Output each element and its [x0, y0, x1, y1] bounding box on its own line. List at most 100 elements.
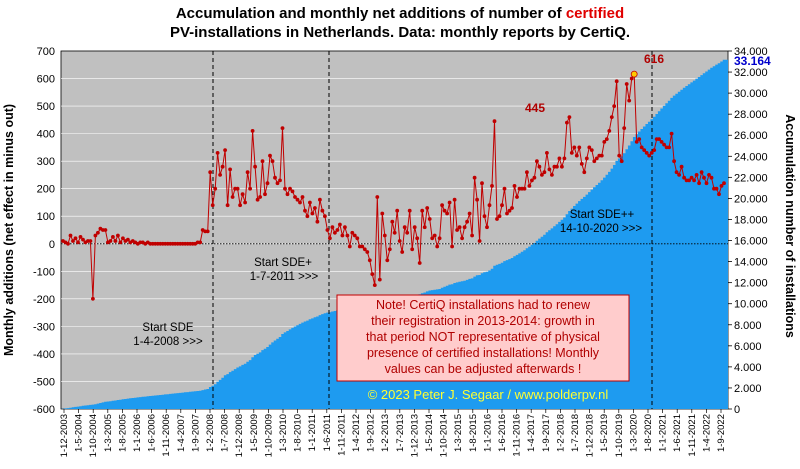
monthly-point	[604, 137, 609, 142]
monthly-point	[427, 217, 432, 221]
monthly-point	[268, 153, 272, 158]
monthly-point	[367, 258, 372, 263]
x-tick-label: 1-7-2008	[220, 414, 231, 452]
monthly-point	[672, 159, 676, 164]
monthly-point	[639, 145, 644, 150]
x-tick-label: 1-10-2014	[439, 414, 450, 457]
monthly-point	[492, 119, 497, 124]
monthly-point	[208, 170, 213, 175]
x-tick-label: 1-1-2011	[307, 414, 318, 451]
x-tick-label: 1-2-2013	[380, 414, 391, 452]
monthly-point	[687, 178, 691, 183]
monthly-point	[649, 151, 654, 155]
right-tick-label: 26.000	[734, 130, 768, 142]
right-tick-label: 14.000	[734, 257, 768, 269]
monthly-point	[537, 164, 542, 169]
monthly-point	[380, 211, 385, 216]
x-tick-label: 1-8-2010	[293, 414, 304, 452]
x-tick-label: 1-11-2011	[336, 414, 347, 456]
monthly-point	[303, 208, 307, 213]
monthly-point	[542, 170, 547, 175]
monthly-point	[121, 236, 125, 241]
monthly-points	[61, 70, 726, 301]
x-tick-label: 1-8-2005	[117, 414, 128, 452]
monthly-point	[218, 173, 223, 177]
x-tick-label: 1-1-2006	[132, 414, 143, 452]
monthly-point	[679, 164, 684, 169]
monthly-point	[540, 173, 544, 177]
monthly-point	[482, 214, 487, 219]
x-tick-label: 1-11-2016	[512, 414, 523, 457]
x-tick-label: 1-1-2016	[482, 414, 493, 452]
note-line-3: that period NOT representative of physic…	[366, 330, 600, 344]
monthly-point	[295, 197, 300, 202]
monthly-point	[300, 195, 305, 199]
monthly-point	[557, 156, 562, 161]
monthly-point	[215, 151, 220, 155]
right-tick-label: 20.000	[734, 193, 768, 205]
monthly-point	[447, 200, 452, 205]
monthly-point	[634, 140, 639, 144]
monthly-point	[293, 195, 297, 199]
monthly-point	[273, 175, 277, 180]
monthly-point	[325, 228, 330, 232]
right-tick-label: 22.000	[734, 172, 768, 184]
monthly-point	[198, 240, 203, 245]
monthly-point	[76, 240, 80, 245]
monthly-point	[719, 184, 724, 188]
monthly-point	[66, 241, 70, 246]
left-tick-label: -300	[33, 321, 55, 333]
data-label-616: 616	[644, 52, 664, 66]
right-axis-label: Accumulation number of installations	[783, 114, 797, 338]
monthly-point	[425, 206, 430, 210]
monthly-point	[328, 236, 332, 241]
monthly-point	[629, 76, 634, 81]
monthly-point	[440, 203, 444, 208]
monthly-point	[577, 145, 582, 150]
x-tick-label: 1-9-2022	[716, 414, 727, 452]
monthly-point	[315, 219, 320, 224]
monthly-point	[587, 145, 592, 150]
monthly-point	[572, 145, 577, 150]
monthly-point	[71, 239, 75, 243]
monthly-point	[510, 206, 514, 210]
monthly-point	[589, 148, 594, 153]
right-tick-label: 10.000	[734, 299, 768, 311]
monthly-point	[91, 296, 95, 301]
monthly-point	[460, 236, 464, 241]
monthly-point	[567, 115, 572, 119]
x-tick-label: 1-4-2012	[351, 414, 362, 452]
monthly-point	[652, 148, 657, 153]
monthly-point	[258, 195, 262, 199]
monthly-point	[622, 126, 627, 130]
monthly-point	[225, 203, 230, 208]
x-tick-label: 1-1-2021	[658, 414, 669, 452]
note-box	[336, 294, 630, 382]
monthly-point	[607, 129, 612, 133]
x-tick-label: 1-8-2015	[468, 414, 479, 452]
left-tick-label: -600	[33, 404, 55, 416]
note-line-1: Note! CertiQ installations had to renew	[376, 298, 591, 312]
monthly-point	[609, 115, 614, 119]
monthly-point	[507, 208, 512, 213]
x-tick-label: 1-6-2011	[322, 414, 333, 451]
monthly-point	[265, 181, 270, 186]
monthly-point	[402, 225, 407, 230]
monthly-point	[318, 197, 322, 202]
right-tick-label: 18.000	[734, 214, 768, 226]
left-tick-label: 400	[37, 129, 55, 141]
monthly-point	[450, 244, 454, 249]
x-tick-label: 1-4-2017	[526, 414, 537, 452]
monthly-point	[305, 214, 310, 219]
monthly-point	[704, 181, 709, 186]
monthly-point	[111, 235, 115, 239]
monthly-point	[88, 239, 93, 243]
x-tick-label: 1-3-2005	[103, 414, 114, 452]
monthly-point	[697, 181, 701, 186]
x-axis: 1-12-2003 1-5-2004 1-10-2004 1-3-2005 1-8-20…	[59, 409, 727, 457]
right-tick-label: 6.000	[734, 341, 762, 353]
right-tick-label: 24.000	[734, 151, 768, 163]
monthly-point	[230, 195, 235, 199]
monthly-point	[223, 148, 228, 153]
